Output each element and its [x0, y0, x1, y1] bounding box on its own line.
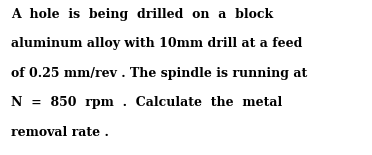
Text: of 0.25 mm/rev . The spindle is running at: of 0.25 mm/rev . The spindle is running … — [11, 67, 307, 80]
Text: aluminum alloy with 10mm drill at a feed: aluminum alloy with 10mm drill at a feed — [11, 37, 302, 50]
Text: N  =  850  rpm  .  Calculate  the  metal: N = 850 rpm . Calculate the metal — [11, 96, 282, 109]
Text: removal rate .: removal rate . — [11, 126, 109, 139]
Text: A  hole  is  being  drilled  on  a  block: A hole is being drilled on a block — [11, 8, 273, 21]
